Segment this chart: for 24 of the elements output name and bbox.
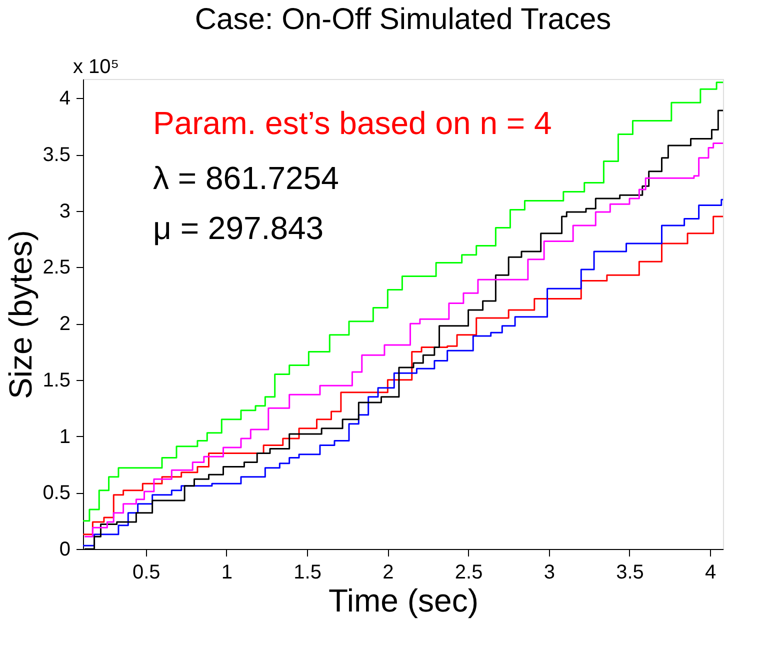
y-tick-label: 2.5 — [42, 256, 70, 279]
annotation: Param. est’s based on n = 4 — [153, 105, 552, 141]
y-tick-label: 1 — [59, 426, 70, 448]
x-tick-label: 3.5 — [616, 562, 644, 584]
x-tick-label: 3 — [544, 562, 555, 584]
annotation: μ = 297.843 — [153, 210, 324, 246]
text: x 10⁵ — [73, 56, 120, 78]
x-axis-title: Time (sec) — [328, 582, 478, 618]
y-tick-label: 2 — [59, 313, 70, 336]
x-tick-label: 2.5 — [454, 562, 483, 584]
y-tick-label: 1.5 — [42, 369, 70, 392]
annotation: λ = 861.7254 — [153, 160, 339, 196]
x-tick-label: 4 — [705, 562, 716, 584]
y-tick-label: 4 — [59, 88, 70, 110]
y-tick-label: 0.5 — [42, 482, 70, 504]
y-tick-label: 0 — [59, 538, 70, 560]
y-axis-title: Size (bytes) — [2, 230, 39, 399]
y-tick-label: 3 — [59, 200, 70, 222]
x-tick-label: 2 — [382, 562, 394, 584]
x-tick-label: 1 — [221, 562, 233, 584]
y-tick-label: 3.5 — [42, 144, 70, 166]
x-tick-label: 1.5 — [294, 562, 322, 584]
chart-title: Case: On-Off Simulated Traces — [194, 3, 612, 36]
x-tick-label: 0.5 — [132, 562, 160, 584]
